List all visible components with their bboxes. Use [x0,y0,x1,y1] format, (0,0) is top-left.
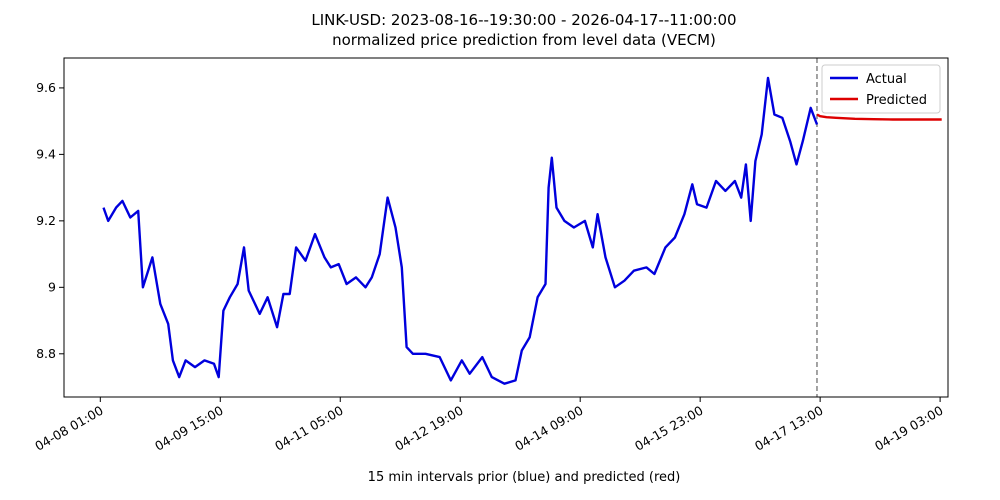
y-tick-label: 9 [48,279,56,294]
y-tick-label: 9.4 [36,146,56,161]
x-axis-label: 15 min intervals prior (blue) and predic… [368,470,681,485]
legend: Actual Predicted [821,64,941,114]
series-line [816,113,942,121]
chart-title: LINK-USD: 2023-08-16--19:30:00 - 2026-04… [311,11,736,29]
x-tick-label: 04-14 09:00 [512,403,586,454]
x-tick-label: 04-09 15:00 [152,403,226,454]
x-tick-label: 04-19 03:00 [872,403,946,454]
legend-label: Predicted [866,93,927,108]
x-tick-label: 04-11 05:00 [272,403,346,454]
y-tick-label: 8.8 [36,346,56,361]
plot-frame [63,57,949,398]
y-tick-label: 9.2 [36,213,56,228]
x-tick-label: 04-12 19:00 [392,403,466,454]
x-tick-label: 04-08 01:00 [32,403,106,454]
legend-label: Actual [866,72,907,87]
x-tick-label: 04-17 13:00 [752,403,826,454]
x-tick-label: 04-15 23:00 [632,403,706,454]
series-line [102,76,819,385]
y-tick-label: 9.6 [36,80,56,95]
chart-subtitle: normalized price prediction from level d… [332,31,716,49]
